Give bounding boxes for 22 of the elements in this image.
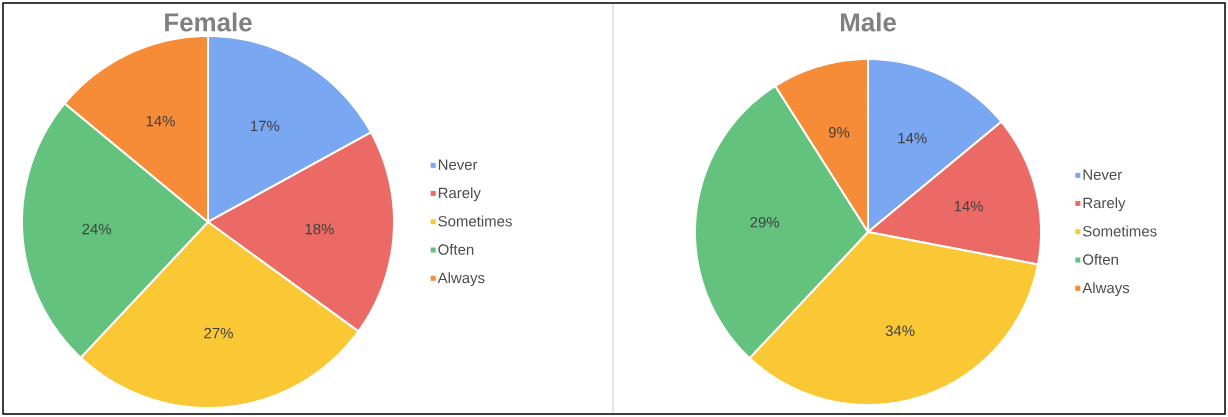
legend-label: Sometimes [438, 215, 512, 227]
data-label: 29% [750, 216, 780, 228]
data-label: 34% [885, 325, 915, 336]
legend-label: Sometimes [1083, 225, 1157, 237]
data-label: 14% [898, 132, 927, 144]
data-label: 24% [82, 223, 112, 235]
legend-label: Rarely [1083, 197, 1126, 212]
chart-title: Female [165, 12, 252, 32]
legend-label: Often [1083, 253, 1118, 265]
legend-label: Never [1083, 169, 1122, 180]
legend-label: Always [437, 272, 485, 287]
legend-label: Never [438, 159, 478, 170]
legend-label: Often [438, 243, 474, 255]
legend-label: Rarely [438, 187, 481, 202]
data-label: 14% [954, 200, 983, 212]
chart-title: Male [840, 12, 896, 32]
legend-label: Always [1082, 282, 1130, 297]
data-label: 14% [146, 115, 175, 127]
data-label: 17% [251, 120, 280, 132]
data-label: 9% [828, 127, 850, 138]
data-label: 27% [204, 327, 233, 339]
data-label: 18% [305, 223, 334, 235]
